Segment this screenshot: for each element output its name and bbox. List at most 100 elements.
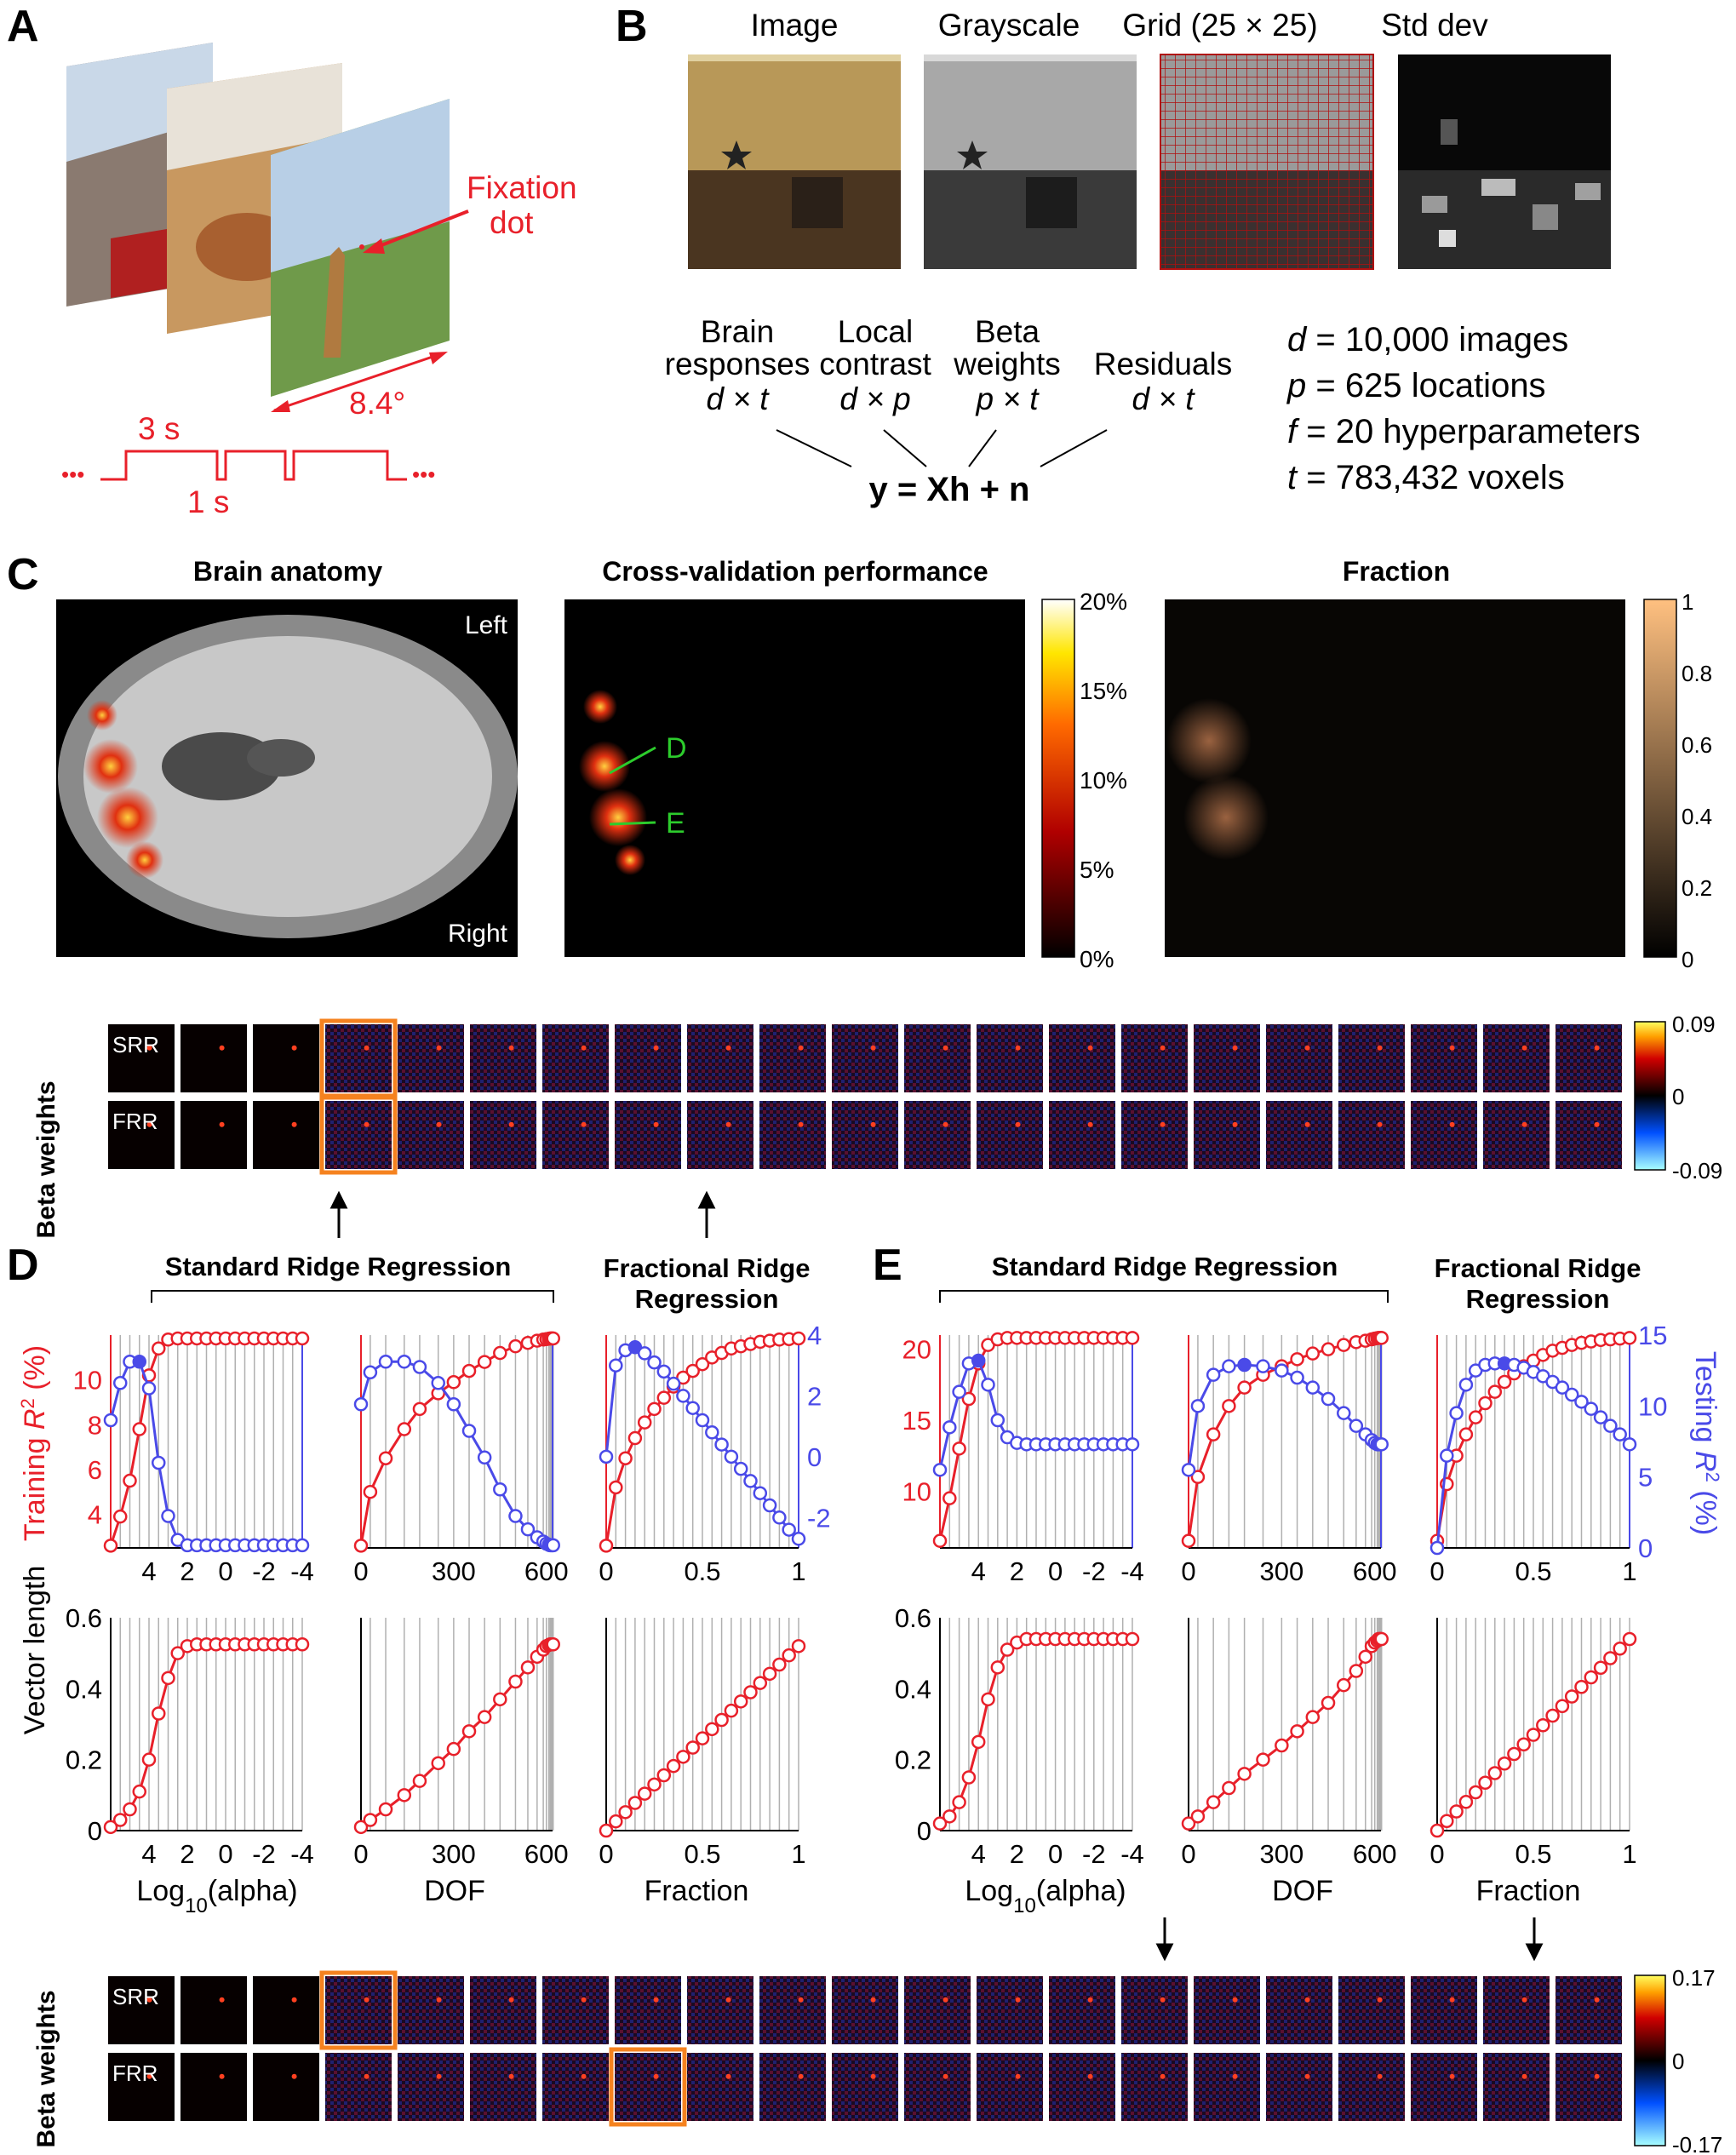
vector-length-series-point bbox=[609, 1814, 623, 1829]
beta-tile-peak bbox=[219, 1045, 225, 1051]
beta-tile-peak bbox=[219, 2073, 225, 2079]
testing-series bbox=[1187, 1363, 1382, 1470]
beta-tile-peak bbox=[436, 1121, 442, 1127]
beta-tile bbox=[106, 1023, 176, 1094]
label-left: Left bbox=[465, 611, 508, 639]
vector-length-series-point bbox=[1337, 1677, 1351, 1693]
plot-D-dof: 0 0 300 300 600 600 bbox=[353, 1331, 569, 1869]
beta-tile-peak bbox=[508, 1997, 514, 2003]
testing-series-point bbox=[952, 1384, 966, 1399]
svg-text:Fractional Ridge: Fractional Ridge bbox=[1435, 1253, 1641, 1283]
beta-tile-peak bbox=[870, 2073, 876, 2079]
svg-text:-0.09: -0.09 bbox=[1672, 1158, 1722, 1184]
vector-length-series-point bbox=[1449, 1804, 1464, 1819]
x-tick-label: 0 bbox=[599, 1556, 613, 1586]
beta-tile-peak bbox=[798, 1121, 804, 1127]
on-time-label: 3 s bbox=[138, 411, 180, 446]
y-tick-train: 10 bbox=[73, 1366, 102, 1396]
training-series-point bbox=[132, 1422, 146, 1436]
vector-length-series-point bbox=[397, 1788, 412, 1803]
vector-length-series-point bbox=[762, 1666, 777, 1682]
beta-tile-peak bbox=[1160, 1997, 1166, 2003]
x-tick-label: 0 bbox=[1429, 1556, 1444, 1586]
beta-tile-peak bbox=[1449, 1045, 1455, 1051]
beta-tile bbox=[1047, 1974, 1117, 2046]
svg-text:5%: 5% bbox=[1080, 857, 1114, 883]
vector-length-series-point bbox=[932, 1816, 948, 1831]
testing-series-point bbox=[1290, 1370, 1304, 1385]
beta-tile-peak bbox=[1232, 1121, 1238, 1127]
beta-tile bbox=[1337, 1099, 1407, 1171]
testing-series-point bbox=[546, 1538, 560, 1553]
beta-tile bbox=[541, 1099, 610, 1171]
x-tick-label: -4 bbox=[290, 1839, 314, 1869]
beta-tile-peak bbox=[581, 1045, 587, 1051]
beta-tile bbox=[830, 1023, 900, 1094]
testing-series-point bbox=[1564, 1387, 1579, 1402]
highlight-box bbox=[319, 1970, 398, 2050]
training-series-point bbox=[397, 1422, 412, 1436]
marker-d: D bbox=[666, 732, 687, 765]
header-grayscale: Grayscale bbox=[938, 8, 1080, 43]
y-tick-test: 4 bbox=[807, 1321, 822, 1350]
testing-series-point bbox=[1256, 1359, 1270, 1373]
vector-length-series-point bbox=[743, 1685, 758, 1699]
beta-tile bbox=[1409, 1023, 1479, 1094]
term-beta-line1: Beta bbox=[975, 314, 1040, 349]
equation-connectors bbox=[776, 429, 1108, 467]
beta-tile bbox=[324, 1023, 393, 1094]
svg-text:0: 0 bbox=[1672, 1084, 1684, 1109]
vector-length-series-point bbox=[161, 1671, 175, 1686]
y-tick-train: 20 bbox=[902, 1335, 931, 1365]
term-beta-dims: p × t bbox=[975, 381, 1040, 416]
beta-tile-peak bbox=[725, 1997, 731, 2003]
testing-series-point bbox=[1275, 1363, 1289, 1378]
beta-tile-peak bbox=[1304, 1045, 1310, 1051]
beta-tile-peak bbox=[1449, 2073, 1455, 2079]
svg-text:0%: 0% bbox=[1080, 946, 1114, 972]
beta-tile-peak bbox=[1304, 2073, 1310, 2079]
testing-series-point bbox=[791, 1532, 806, 1546]
beta-tile bbox=[1120, 1974, 1189, 2046]
testing-series-point bbox=[1206, 1367, 1221, 1382]
beta-tile bbox=[1047, 1099, 1117, 1171]
testing-series-point bbox=[666, 1376, 681, 1391]
beta-tile-peak bbox=[1160, 1045, 1166, 1051]
training-series-point bbox=[1190, 1470, 1206, 1484]
beta-tile bbox=[251, 1099, 321, 1171]
fixation-arrow-head bbox=[363, 238, 385, 254]
beta-tile-peak bbox=[653, 1045, 659, 1051]
equation: y = Xh + n bbox=[869, 471, 1030, 508]
beta-tile bbox=[1554, 1099, 1624, 1171]
arrows-c bbox=[329, 1190, 716, 1238]
beta-tile bbox=[685, 1023, 755, 1094]
vector-length-series-point bbox=[363, 1813, 378, 1827]
beta-weights-label-c: Beta weights bbox=[32, 1080, 60, 1238]
testing-series-point bbox=[695, 1413, 710, 1428]
testing-series-point bbox=[1321, 1391, 1336, 1407]
beta-tile-peak bbox=[219, 1121, 225, 1127]
training-series-point bbox=[627, 1430, 643, 1446]
testing-series-point bbox=[733, 1461, 748, 1476]
beta-tile bbox=[902, 1974, 972, 2046]
y-tick-test: 15 bbox=[1638, 1321, 1667, 1350]
testing-series-point bbox=[627, 1340, 643, 1355]
testing-series-point bbox=[353, 1397, 369, 1412]
arrows-e bbox=[1155, 1917, 1544, 1962]
fixation-arrow bbox=[372, 209, 469, 250]
beta-tile bbox=[1047, 1023, 1117, 1094]
y-tick-test: 5 bbox=[1638, 1463, 1653, 1493]
beta-tile-peak bbox=[798, 1997, 804, 2003]
vector-length-series-point bbox=[1440, 1814, 1454, 1828]
y-tick-vec: 0.4 bbox=[895, 1674, 931, 1704]
vector-length-series-point bbox=[1256, 1752, 1270, 1767]
brain-anatomy-image: Left Right bbox=[56, 599, 518, 957]
testing-series-point bbox=[295, 1538, 310, 1553]
beta-tile bbox=[830, 1099, 900, 1171]
testing-series-point bbox=[705, 1425, 719, 1440]
training-series-point bbox=[363, 1484, 378, 1499]
beta-tile bbox=[1120, 2051, 1189, 2123]
training-series-point bbox=[461, 1363, 477, 1378]
vector-length-series-point bbox=[1526, 1728, 1541, 1742]
beta-tile bbox=[179, 1099, 249, 1171]
